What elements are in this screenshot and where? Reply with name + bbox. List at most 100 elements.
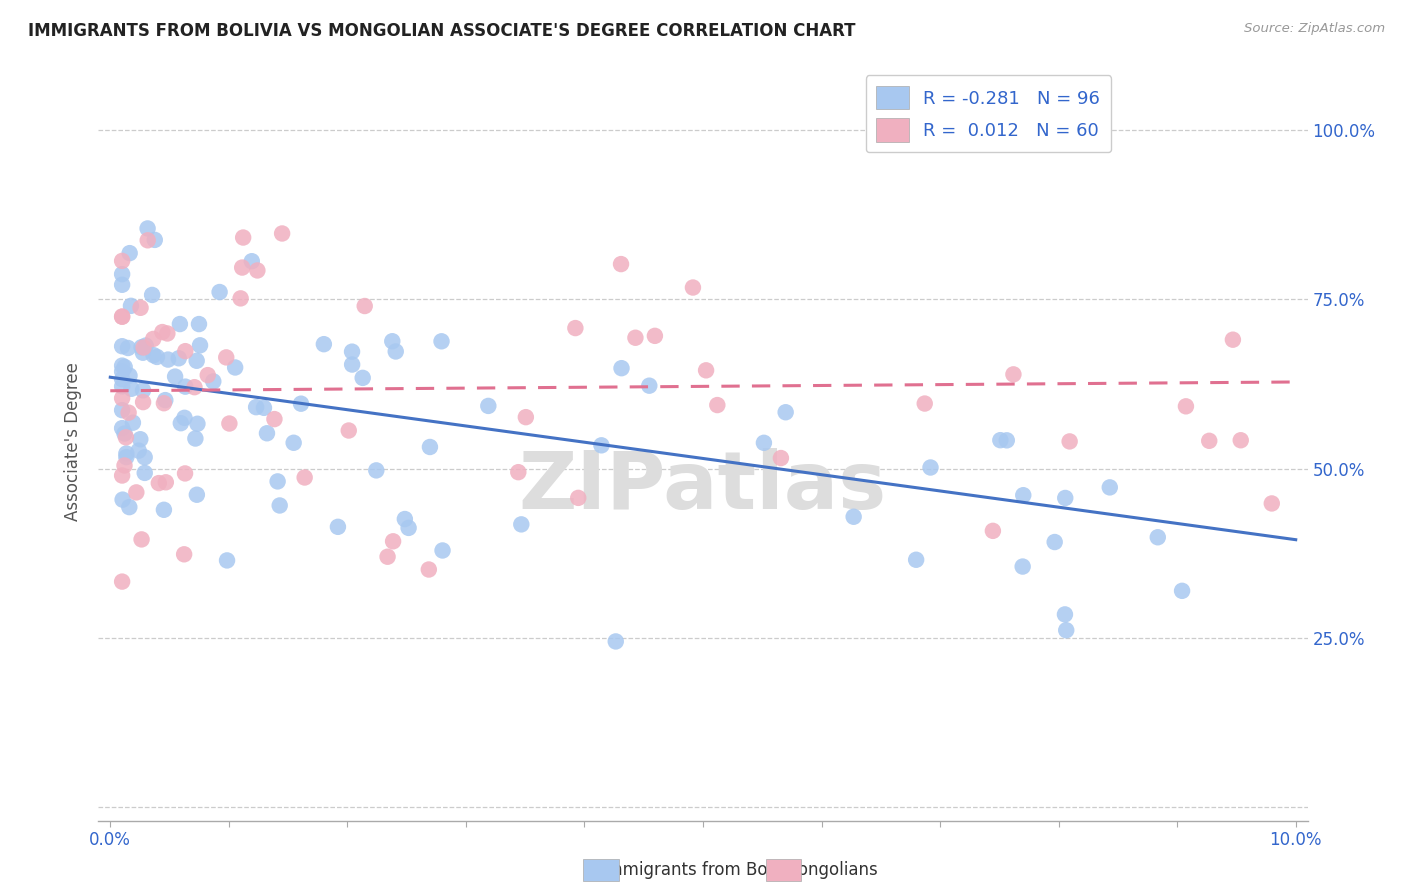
Text: Mongolians: Mongolians (773, 861, 879, 879)
Point (290, 397, 312, 411)
Point (114, 458, 136, 473)
Point (111, 468, 134, 483)
Point (111, 253, 134, 268)
Point (510, 517, 533, 532)
Point (111, 372, 134, 386)
Point (111, 492, 134, 507)
Point (1012, 488, 1035, 502)
Point (142, 332, 165, 346)
Point (208, 285, 231, 299)
Point (114, 426, 136, 441)
Text: Source: ZipAtlas.com: Source: ZipAtlas.com (1244, 22, 1385, 36)
Point (842, 509, 865, 524)
Point (169, 317, 191, 331)
Point (146, 350, 169, 364)
Point (150, 325, 173, 339)
Point (769, 451, 792, 466)
Point (231, 260, 253, 275)
Point (381, 334, 404, 349)
Point (173, 410, 195, 425)
Point (1098, 480, 1121, 494)
Point (245, 400, 267, 414)
Point (114, 359, 136, 374)
Point (120, 382, 142, 396)
Point (266, 475, 288, 489)
Point (1171, 583, 1194, 598)
Point (706, 398, 728, 412)
Point (477, 399, 499, 413)
Point (111, 391, 134, 405)
Text: ZIPatlas: ZIPatlas (519, 448, 887, 526)
Point (132, 395, 155, 409)
Point (111, 339, 134, 353)
Legend: R = -0.281   N = 96, R =  0.012   N = 60: R = -0.281 N = 96, R = 0.012 N = 60 (866, 75, 1111, 153)
Point (1054, 491, 1077, 505)
Point (1053, 607, 1076, 622)
Point (352, 371, 374, 385)
Point (174, 344, 197, 359)
Point (125, 485, 148, 500)
Point (141, 288, 163, 302)
Point (638, 378, 661, 392)
Point (115, 446, 138, 460)
Point (515, 410, 537, 425)
Text: IMMIGRANTS FROM BOLIVIA VS MONGOLIAN ASSOCIATE'S DEGREE CORRELATION CHART: IMMIGRANTS FROM BOLIVIA VS MONGOLIAN ASS… (28, 22, 856, 40)
Point (118, 500, 141, 515)
Point (165, 369, 187, 384)
Point (143, 233, 166, 247)
Point (294, 470, 316, 484)
Point (156, 326, 179, 341)
Point (253, 401, 276, 415)
Point (1054, 624, 1077, 638)
Point (905, 553, 928, 567)
Point (117, 341, 139, 355)
Point (605, 634, 627, 648)
Point (981, 524, 1004, 538)
Point (122, 416, 145, 430)
Point (134, 466, 156, 480)
Point (920, 460, 942, 475)
Point (202, 375, 225, 389)
Point (644, 329, 666, 343)
Point (111, 310, 134, 324)
Point (229, 292, 252, 306)
Point (155, 393, 177, 408)
Point (153, 503, 176, 517)
Point (224, 360, 246, 375)
Point (240, 254, 263, 268)
Y-axis label: Associate's Degree: Associate's Degree (65, 362, 83, 521)
Point (752, 435, 775, 450)
Point (1198, 434, 1220, 448)
Point (129, 301, 152, 315)
Point (111, 310, 134, 324)
Point (564, 321, 586, 335)
Point (382, 534, 405, 549)
Point (120, 299, 142, 313)
Point (269, 499, 291, 513)
Point (1261, 496, 1284, 510)
Point (136, 221, 159, 235)
Point (131, 533, 153, 547)
Point (591, 438, 613, 452)
Point (419, 440, 441, 454)
Point (118, 246, 141, 260)
Point (115, 450, 138, 464)
Point (775, 405, 797, 419)
Point (111, 364, 134, 378)
Point (377, 549, 399, 564)
Point (1174, 400, 1197, 414)
Point (111, 277, 134, 292)
Point (132, 345, 155, 359)
Point (111, 574, 134, 589)
Point (111, 403, 134, 417)
Point (136, 233, 159, 247)
Point (232, 230, 254, 244)
Point (197, 368, 219, 383)
Point (132, 384, 155, 398)
Point (1043, 535, 1066, 549)
Point (215, 351, 238, 365)
Point (353, 299, 375, 313)
Point (188, 317, 211, 331)
Text: Immigrants from Bolivia: Immigrants from Bolivia (591, 861, 801, 879)
Point (1002, 368, 1025, 382)
